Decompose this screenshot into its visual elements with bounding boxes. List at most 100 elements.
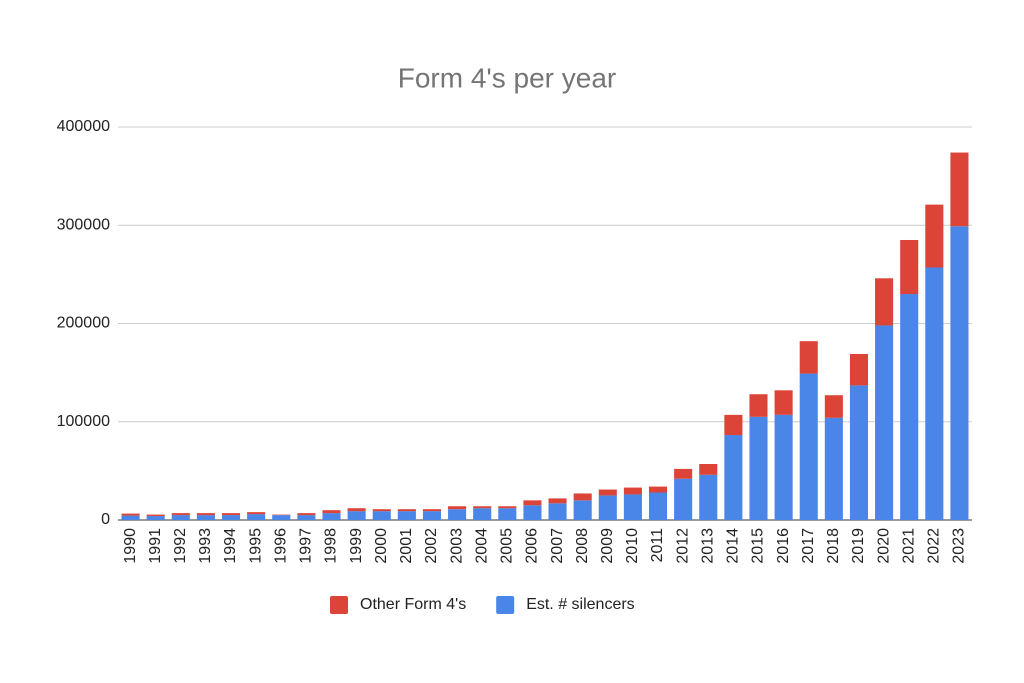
x-tick-label: 2020 <box>875 528 892 564</box>
bar-segment <box>674 468 693 479</box>
legend-label: Other Form 4's <box>360 596 466 613</box>
bar-segment <box>473 508 492 520</box>
x-tick-label: 1990 <box>122 528 139 564</box>
y-tick-label: 100000 <box>57 413 110 430</box>
x-tick-label: 1999 <box>348 528 365 564</box>
legend-swatch <box>330 596 348 614</box>
bar-segment <box>598 489 617 496</box>
bar-segment <box>422 511 442 520</box>
bar-segment <box>573 500 592 520</box>
legend-label: Est. # silencers <box>526 596 634 613</box>
y-tick-label: 200000 <box>57 315 110 332</box>
bar-segment <box>397 509 416 512</box>
bar-segment <box>925 204 944 268</box>
x-tick-label: 2008 <box>574 528 591 564</box>
x-tick-label: 2005 <box>499 528 516 564</box>
x-tick-label: 2013 <box>699 528 716 564</box>
bar-segment <box>900 239 919 295</box>
x-tick-label: 2023 <box>951 528 968 564</box>
bar-segment <box>950 152 969 227</box>
x-tick-label: 2011 <box>649 528 666 563</box>
bar-segment <box>297 515 316 520</box>
bar-segment <box>322 510 341 514</box>
bar-segment <box>699 463 718 475</box>
x-tick-label: 2009 <box>599 528 616 564</box>
x-tick-label: 2003 <box>448 528 465 564</box>
x-tick-label: 2018 <box>825 528 842 564</box>
y-tick-label: 400000 <box>57 118 110 135</box>
x-tick-label: 2019 <box>850 528 867 564</box>
x-tick-label: 2022 <box>926 528 943 564</box>
x-tick-label: 2021 <box>900 528 917 564</box>
chart-title: Form 4's per year <box>398 62 617 93</box>
y-tick-label: 300000 <box>57 216 110 233</box>
bar-segment <box>397 511 416 520</box>
bar-segment <box>372 511 391 520</box>
bar-segment <box>674 478 693 520</box>
bar-segment <box>498 506 517 509</box>
bar-segment <box>774 390 793 415</box>
bar-segment <box>875 278 894 326</box>
bar-segment <box>849 385 869 520</box>
bar-segment <box>950 226 969 521</box>
bar-segment <box>146 514 165 517</box>
legend-swatch <box>496 596 515 614</box>
bar-segment <box>749 416 768 520</box>
x-tick-label: 2004 <box>473 528 490 564</box>
bar-segment <box>498 508 517 520</box>
bar-segment <box>372 509 391 512</box>
x-tick-label: 2010 <box>624 528 641 564</box>
bar-segment <box>272 515 291 520</box>
bar-segment <box>623 494 642 520</box>
bar-segment <box>422 509 442 512</box>
bar-segment <box>900 294 919 520</box>
bar-segment <box>548 503 567 520</box>
bar-segment <box>849 353 869 386</box>
x-tick-label: 1998 <box>323 528 340 564</box>
x-tick-label: 1995 <box>247 528 264 564</box>
bar-segment <box>247 512 266 515</box>
bar-segment <box>297 513 316 516</box>
x-tick-label: 2000 <box>373 528 390 564</box>
bar-segment <box>925 267 944 520</box>
bar-segment <box>146 516 165 520</box>
bar-segment <box>598 495 617 520</box>
bar-segment <box>347 511 366 520</box>
x-tick-label: 1993 <box>197 528 214 564</box>
bar-segment <box>221 513 241 516</box>
bar-segment <box>774 414 793 520</box>
bar-segment <box>648 492 668 520</box>
bar-segment <box>322 513 341 520</box>
x-tick-label: 2006 <box>524 528 541 564</box>
bar-segment <box>221 515 241 520</box>
bar-segment <box>196 513 215 516</box>
x-tick-label: 2012 <box>674 528 691 564</box>
x-tick-label: 2015 <box>750 528 767 564</box>
bar-segment <box>473 506 492 509</box>
bar-segment <box>171 515 190 520</box>
bar-segment <box>623 487 642 495</box>
x-tick-label: 2007 <box>549 528 566 564</box>
bar-segment <box>347 508 366 512</box>
bar-segment <box>523 505 542 520</box>
bar-segment <box>875 325 894 520</box>
bar-segment <box>448 509 467 520</box>
x-tick-label: 2001 <box>398 528 415 564</box>
x-tick-label: 2014 <box>725 528 742 564</box>
bar-segment <box>548 498 567 504</box>
bar-segment <box>448 506 467 510</box>
bar-segment <box>247 514 266 520</box>
bar-segment <box>799 341 818 374</box>
x-tick-label: 2017 <box>800 528 817 564</box>
bar-segment <box>573 493 592 501</box>
x-tick-label: 1996 <box>272 528 289 564</box>
bar-segment <box>724 435 743 520</box>
bar-segment <box>824 395 843 418</box>
bar-segment <box>121 513 140 516</box>
y-tick-label: 0 <box>101 511 110 528</box>
bar-segment <box>121 515 140 520</box>
x-tick-label: 2016 <box>775 528 792 564</box>
x-tick-label: 1994 <box>222 528 239 564</box>
